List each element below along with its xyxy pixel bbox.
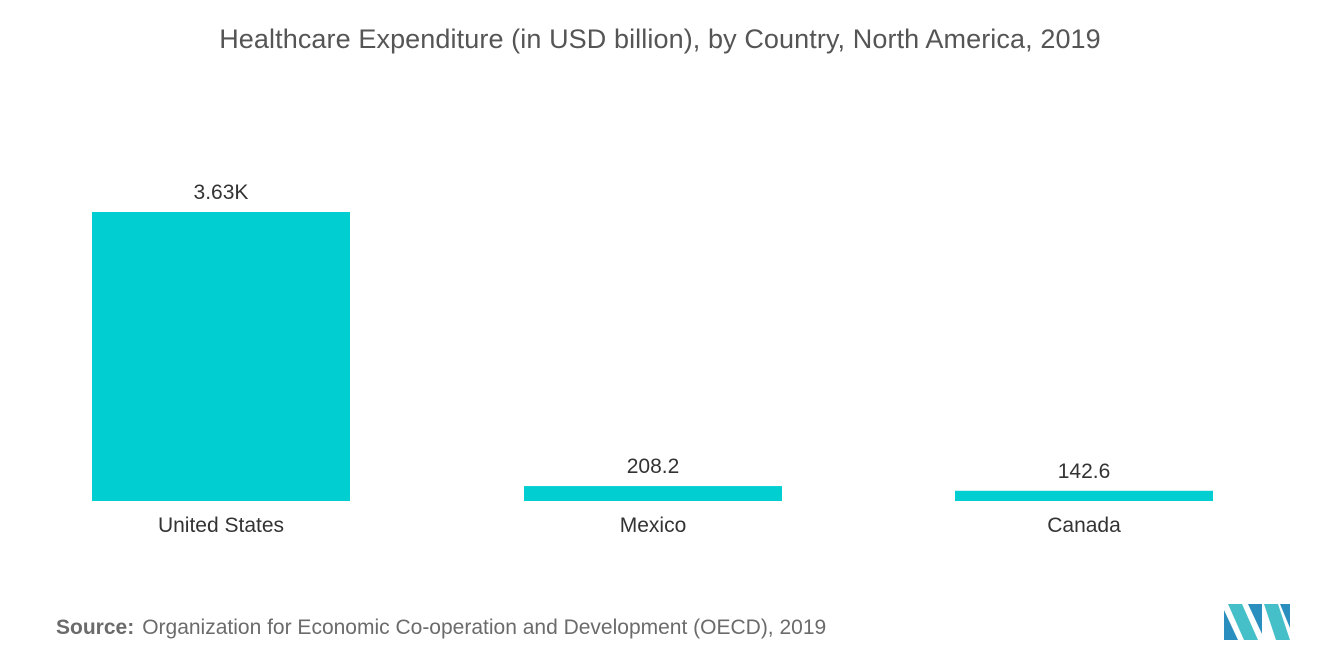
data-label-united-states: 3.63K (194, 181, 249, 204)
data-label-canada: 142.6 (1058, 460, 1111, 483)
logo-shape-2 (1228, 604, 1258, 640)
logo-shape-5 (1280, 604, 1290, 628)
chart-title: Healthcare Expenditure (in USD billion),… (219, 24, 1101, 54)
logo-shape-1 (1224, 610, 1238, 640)
source-note: Source: Organization for Economic Co-oper… (56, 616, 826, 640)
x-tick-label-canada: Canada (1047, 514, 1121, 537)
brand-logo-icon (1224, 604, 1290, 640)
x-tick-label-mexico: Mexico (620, 514, 687, 537)
logo-shape-3 (1248, 604, 1262, 634)
bar-united-states (92, 212, 350, 501)
source-text: Organization for Economic Co-operation a… (142, 616, 827, 639)
source-label: Source: (56, 616, 135, 639)
x-tick-label-united-states: United States (158, 514, 284, 537)
data-label-mexico: 208.2 (627, 455, 680, 478)
logo-shape-4 (1264, 604, 1290, 640)
bar-mexico (524, 486, 782, 501)
bar-canada (955, 490, 1213, 501)
